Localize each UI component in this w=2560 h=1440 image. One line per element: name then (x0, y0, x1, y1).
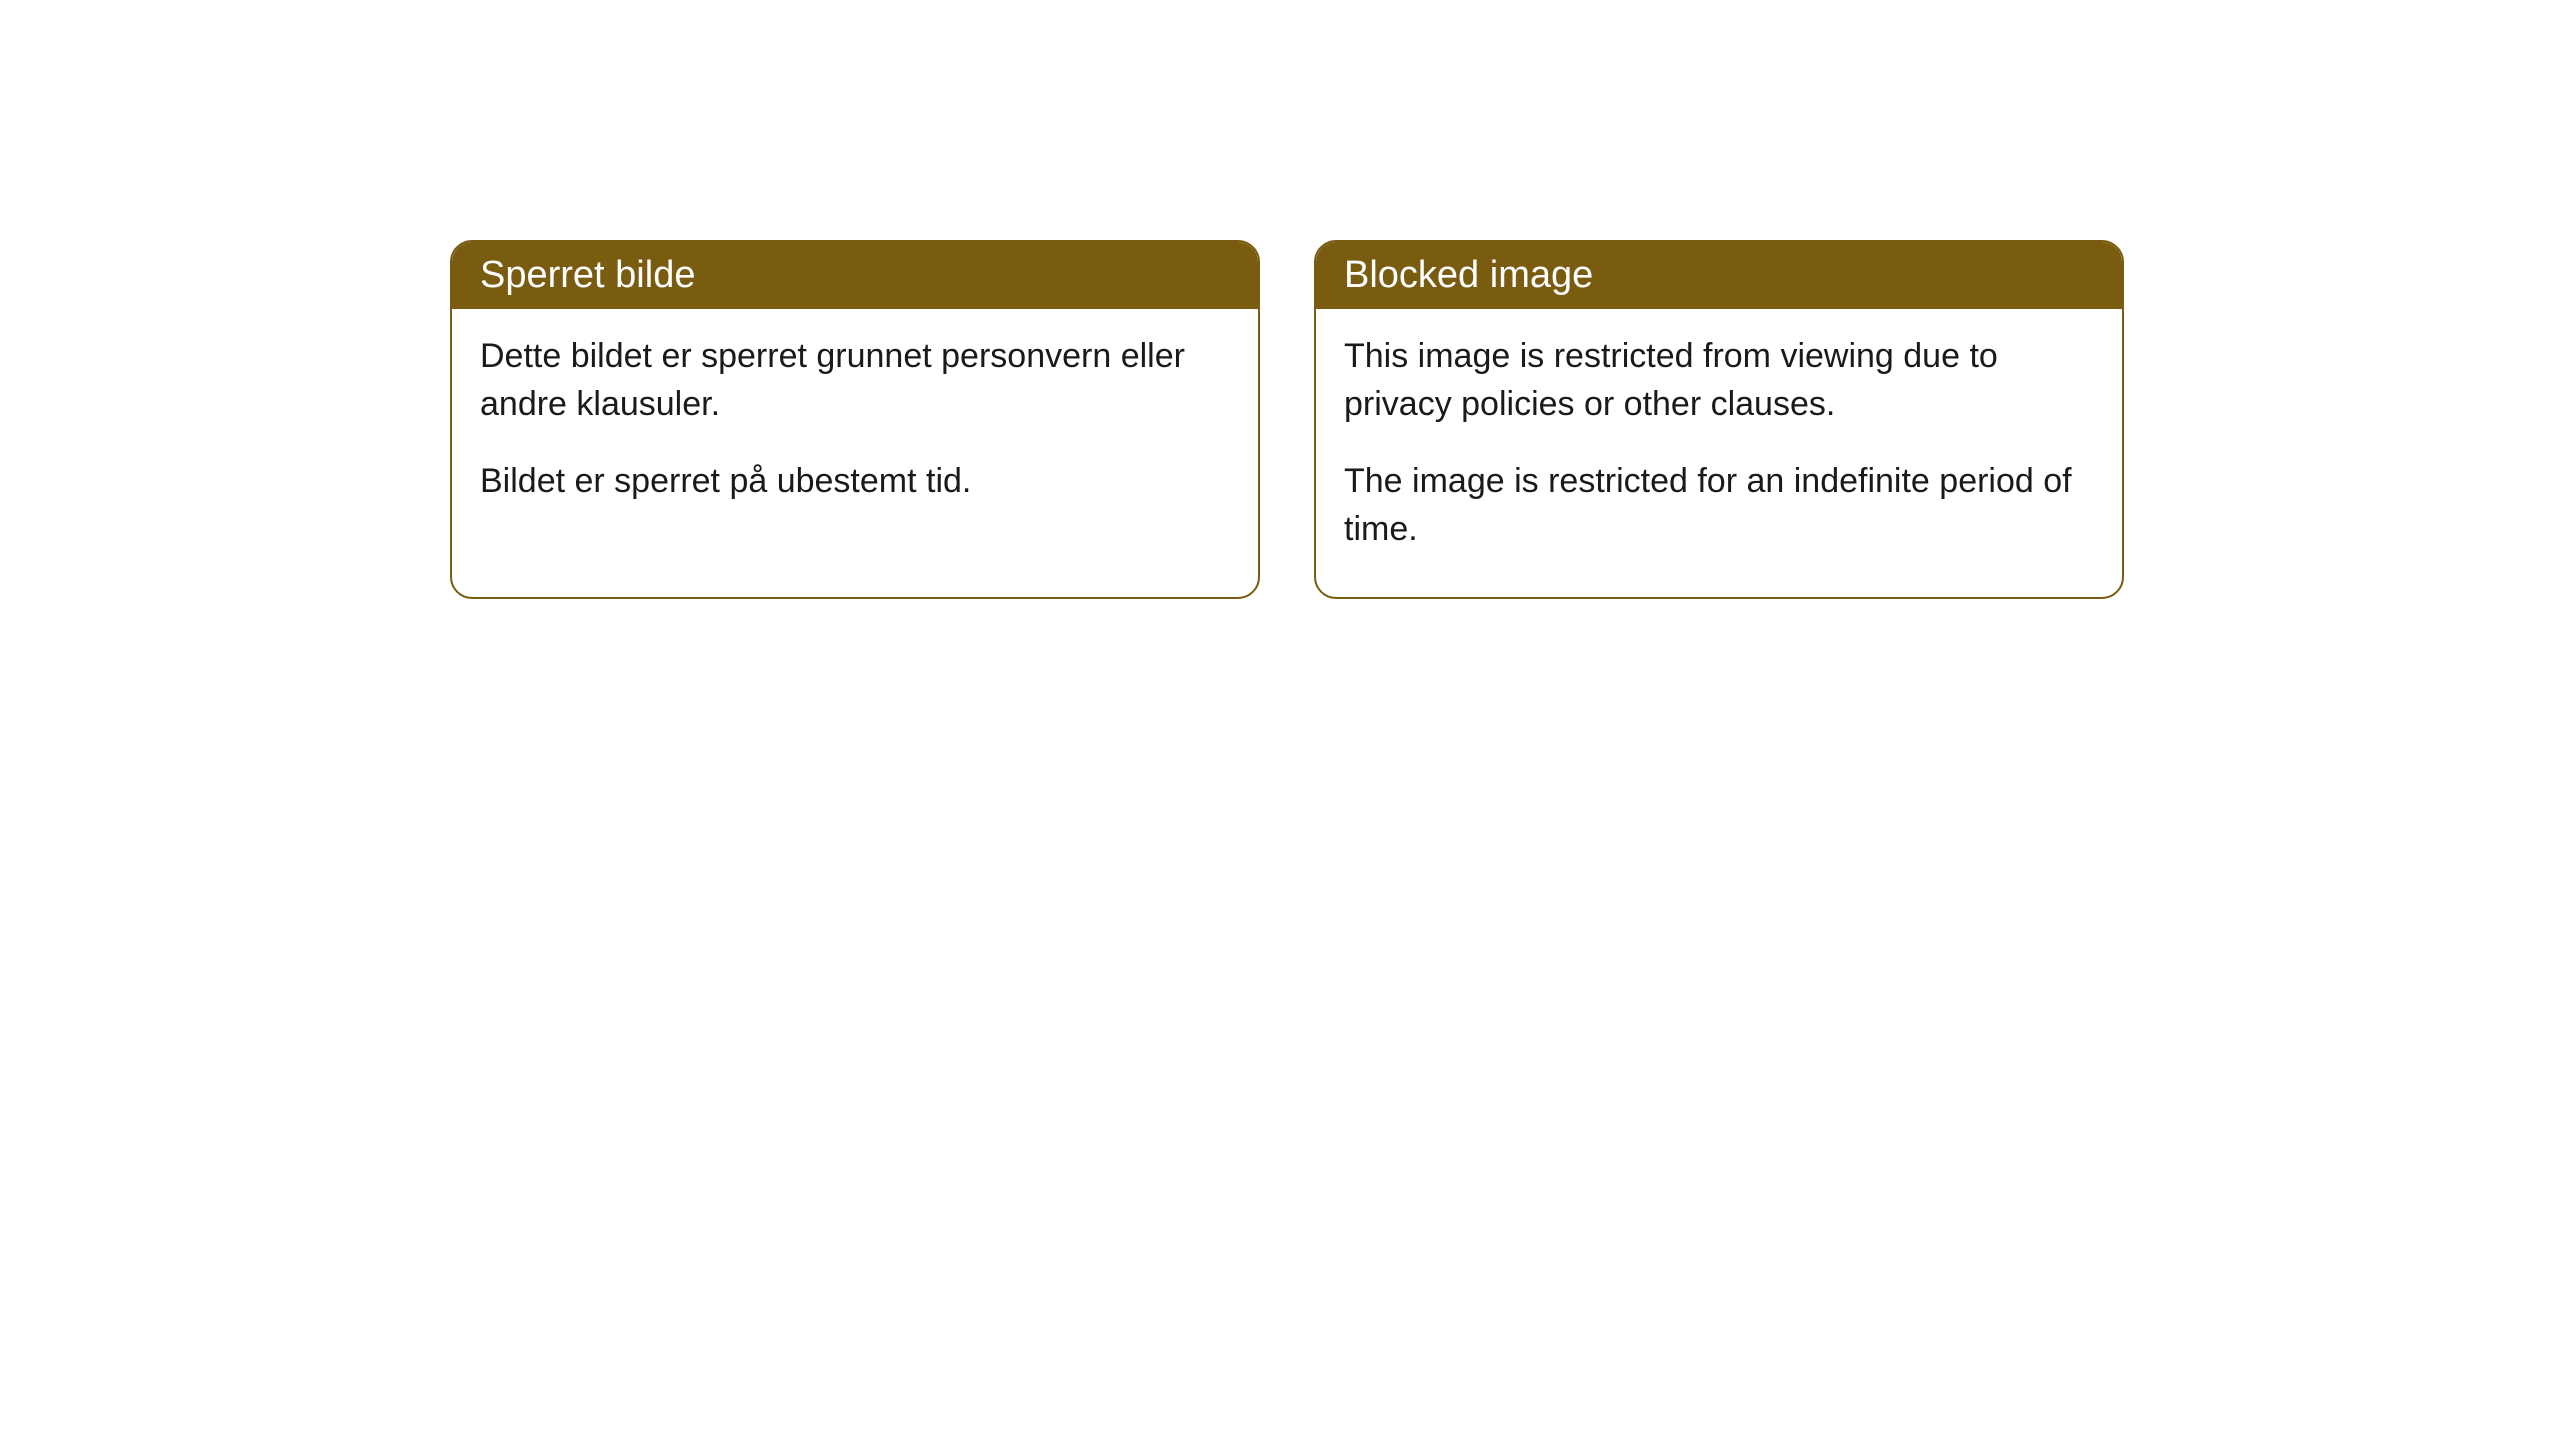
blocked-image-card-norwegian: Sperret bilde Dette bildet er sperret gr… (450, 240, 1260, 599)
card-paragraph-2: The image is restricted for an indefinit… (1344, 458, 2094, 553)
card-paragraph-1: Dette bildet er sperret grunnet personve… (480, 333, 1230, 428)
card-paragraph-2: Bildet er sperret på ubestemt tid. (480, 458, 1230, 506)
blocked-image-card-english: Blocked image This image is restricted f… (1314, 240, 2124, 599)
card-paragraph-1: This image is restricted from viewing du… (1344, 333, 2094, 428)
card-header: Sperret bilde (452, 242, 1258, 309)
card-header: Blocked image (1316, 242, 2122, 309)
card-body: This image is restricted from viewing du… (1316, 309, 2122, 597)
card-body: Dette bildet er sperret grunnet personve… (452, 309, 1258, 550)
cards-container: Sperret bilde Dette bildet er sperret gr… (450, 240, 2124, 599)
